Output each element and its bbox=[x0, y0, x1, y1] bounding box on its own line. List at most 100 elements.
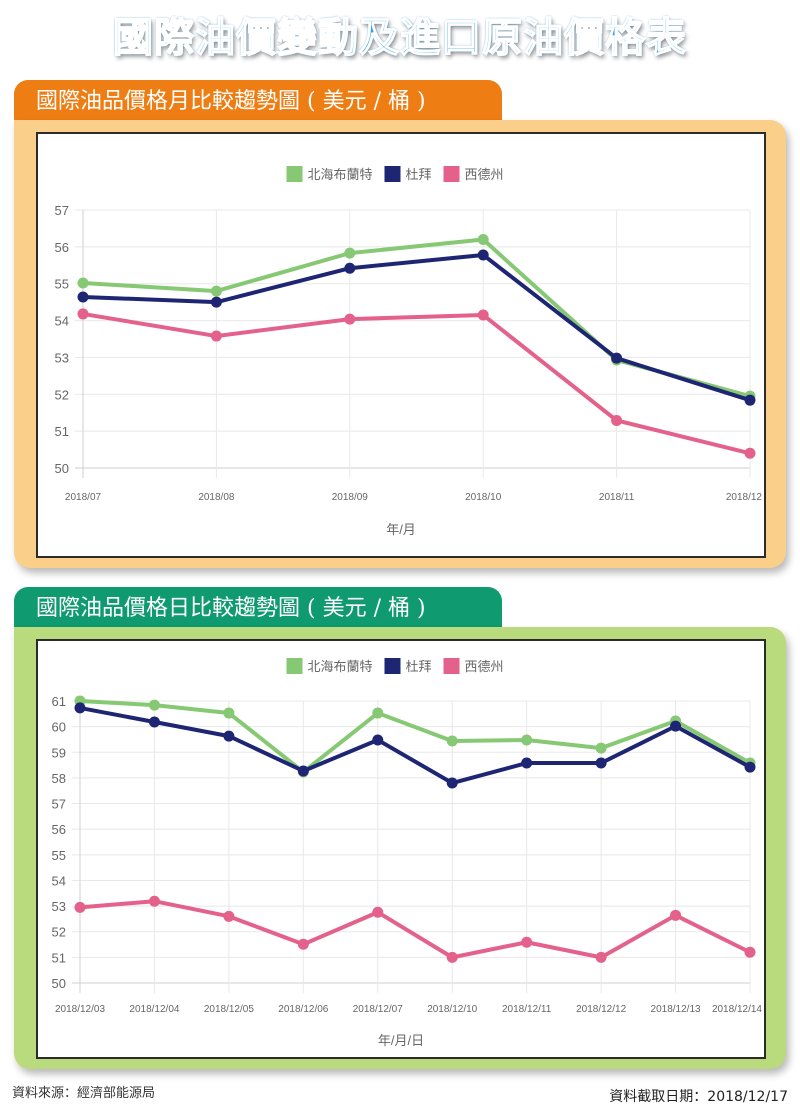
legend-label: 杜拜 bbox=[406, 167, 432, 182]
series-line bbox=[77, 308, 756, 459]
data-source: 資料來源：經濟部能源局 bbox=[12, 1086, 156, 1101]
data-point[interactable] bbox=[297, 765, 309, 777]
data-point[interactable] bbox=[595, 742, 607, 754]
data-point[interactable] bbox=[477, 309, 489, 321]
data-point[interactable] bbox=[372, 734, 384, 746]
legend-swatch-icon bbox=[443, 166, 460, 182]
y-tick-label: 53 bbox=[55, 350, 69, 365]
data-point[interactable] bbox=[521, 757, 533, 769]
chart-grid: 50 51 52 53 54 55 56 57 58 59 60 61 2018/12/03 2018/1… bbox=[52, 694, 763, 1015]
data-point[interactable] bbox=[74, 702, 86, 714]
y-tick-label: 57 bbox=[52, 797, 66, 812]
data-point[interactable] bbox=[344, 313, 356, 325]
daily-chart-panel: 北海布蘭特 杜拜 西德州 50 51 52 53 54 55 56 57 58 59 60 61 2018/1… bbox=[36, 639, 766, 1059]
data-point[interactable] bbox=[744, 946, 756, 958]
legend-item[interactable]: 北海布蘭特 bbox=[286, 166, 373, 182]
data-point[interactable] bbox=[446, 735, 458, 747]
y-tick-label: 53 bbox=[52, 899, 66, 914]
data-point[interactable] bbox=[446, 777, 458, 789]
data-point[interactable] bbox=[344, 247, 356, 259]
data-point[interactable] bbox=[210, 285, 222, 297]
legend-item[interactable]: 杜拜 bbox=[384, 166, 432, 182]
legend-swatch-icon bbox=[286, 658, 303, 674]
data-point[interactable] bbox=[611, 414, 623, 426]
data-point[interactable] bbox=[670, 720, 682, 732]
legend-item[interactable]: 北海布蘭特 bbox=[286, 658, 373, 674]
data-point[interactable] bbox=[521, 936, 533, 948]
legend-label: 杜拜 bbox=[406, 659, 432, 674]
x-tick-label: 2018/12/12 bbox=[576, 1004, 626, 1015]
chart-grid: 50 51 52 53 54 55 56 57 2018/07 2018/08 2018/09 201… bbox=[55, 203, 763, 503]
x-tick-label: 2018/12/10 bbox=[427, 1004, 477, 1015]
series-line bbox=[77, 249, 756, 406]
y-tick-label: 54 bbox=[55, 314, 69, 329]
monthly-line-chart: 北海布蘭特 杜拜 西德州 50 51 52 53 54 55 56 57 2018/07 2018/08… bbox=[55, 166, 763, 537]
data-point[interactable] bbox=[148, 716, 160, 728]
data-point[interactable] bbox=[223, 707, 235, 719]
data-point[interactable] bbox=[344, 262, 356, 274]
data-point[interactable] bbox=[74, 901, 86, 913]
y-tick-label: 55 bbox=[52, 848, 66, 863]
data-point[interactable] bbox=[744, 447, 756, 459]
x-tick-label: 2018/12/06 bbox=[278, 1004, 328, 1015]
data-point[interactable] bbox=[477, 233, 489, 245]
legend-item[interactable]: 西德州 bbox=[443, 166, 504, 182]
data-point[interactable] bbox=[148, 895, 160, 907]
data-point[interactable] bbox=[77, 308, 89, 320]
data-point[interactable] bbox=[611, 352, 623, 364]
page-title: 國際油價變動及進口原油價格表 bbox=[112, 14, 687, 62]
x-tick-label: 2018/12/14 bbox=[712, 1004, 762, 1015]
retrieval-date: 資料截取日期：2018/12/17 bbox=[609, 1089, 788, 1105]
monthly-chart-title: 國際油品價格月比較趨勢圖 ( 美元 / 桶 ) bbox=[14, 80, 502, 126]
data-point[interactable] bbox=[77, 291, 89, 303]
data-point[interactable] bbox=[744, 394, 756, 406]
x-tick-label: 2018/12/03 bbox=[55, 1004, 105, 1015]
data-point[interactable] bbox=[210, 330, 222, 342]
data-point[interactable] bbox=[595, 951, 607, 963]
y-tick-label: 50 bbox=[52, 976, 66, 991]
data-point[interactable] bbox=[372, 906, 384, 918]
data-point[interactable] bbox=[77, 277, 89, 289]
y-tick-label: 51 bbox=[55, 424, 69, 439]
data-point[interactable] bbox=[744, 761, 756, 773]
x-axis-label: 年/月/日 bbox=[378, 1033, 424, 1048]
y-tick-label: 54 bbox=[52, 873, 66, 888]
data-point[interactable] bbox=[372, 707, 384, 719]
x-tick-label: 2018/12/13 bbox=[651, 1004, 701, 1015]
monthly-chart-panel: 北海布蘭特 杜拜 西德州 50 51 52 53 54 55 56 57 2018/07 2018/08… bbox=[36, 132, 766, 558]
y-tick-label: 52 bbox=[52, 925, 66, 940]
series-line bbox=[74, 895, 756, 963]
x-tick-label: 2018/12/04 bbox=[129, 1004, 179, 1015]
legend-swatch-icon bbox=[286, 166, 303, 182]
legend-item[interactable]: 西德州 bbox=[443, 658, 504, 674]
legend-label: 北海布蘭特 bbox=[308, 659, 373, 674]
legend-item[interactable]: 杜拜 bbox=[384, 658, 432, 674]
data-point[interactable] bbox=[595, 757, 607, 769]
x-tick-label: 2018/09 bbox=[332, 492, 369, 503]
data-point[interactable] bbox=[446, 951, 458, 963]
data-point[interactable] bbox=[670, 909, 682, 921]
data-point[interactable] bbox=[223, 730, 235, 742]
x-tick-label: 2018/07 bbox=[65, 492, 102, 503]
data-point[interactable] bbox=[223, 910, 235, 922]
legend-swatch-icon bbox=[384, 166, 401, 182]
data-point[interactable] bbox=[297, 938, 309, 950]
data-point[interactable] bbox=[148, 699, 160, 711]
data-point[interactable] bbox=[210, 296, 222, 308]
chart-legend: 北海布蘭特 杜拜 西德州 bbox=[286, 166, 504, 182]
data-point[interactable] bbox=[521, 734, 533, 746]
y-tick-label: 56 bbox=[52, 822, 66, 837]
x-tick-label: 2018/12/07 bbox=[353, 1004, 403, 1015]
y-tick-label: 55 bbox=[55, 277, 69, 292]
legend-label: 西德州 bbox=[465, 167, 504, 182]
legend-label: 西德州 bbox=[465, 659, 504, 674]
y-tick-label: 50 bbox=[55, 461, 69, 476]
legend-swatch-icon bbox=[384, 658, 401, 674]
series-line bbox=[74, 702, 756, 789]
daily-chart-section: 國際油品價格日比較趨勢圖 ( 美元 / 桶 ) 北海布蘭特 杜拜 西德州 50 51 52… bbox=[0, 587, 800, 1072]
daily-chart-frame: 北海布蘭特 杜拜 西德州 50 51 52 53 54 55 56 57 58 59 60 61 2018/1… bbox=[14, 627, 786, 1069]
x-axis-label: 年/月 bbox=[386, 522, 416, 537]
monthly-chart-section: 國際油品價格月比較趨勢圖 ( 美元 / 桶 ) 北海布蘭特 杜拜 西德州 50 51 52… bbox=[0, 80, 800, 570]
data-point[interactable] bbox=[477, 249, 489, 261]
y-tick-label: 56 bbox=[55, 240, 69, 255]
